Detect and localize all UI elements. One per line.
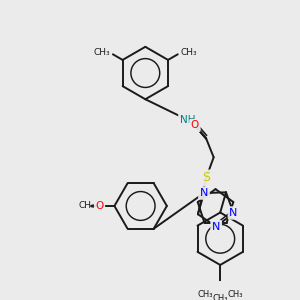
Text: CH₃: CH₃ — [181, 48, 197, 57]
Text: O: O — [191, 121, 199, 130]
Text: N: N — [200, 188, 208, 198]
Text: S: S — [202, 171, 210, 184]
Text: CH₃: CH₃ — [197, 290, 213, 299]
Text: CH₃: CH₃ — [227, 290, 243, 299]
Text: CH₃: CH₃ — [94, 48, 110, 57]
Text: NH: NH — [180, 115, 195, 125]
Text: O: O — [95, 201, 104, 211]
Text: CH₃: CH₃ — [78, 202, 94, 211]
Text: N: N — [212, 222, 220, 232]
Text: CH₃: CH₃ — [212, 294, 228, 300]
Text: N: N — [229, 208, 238, 218]
